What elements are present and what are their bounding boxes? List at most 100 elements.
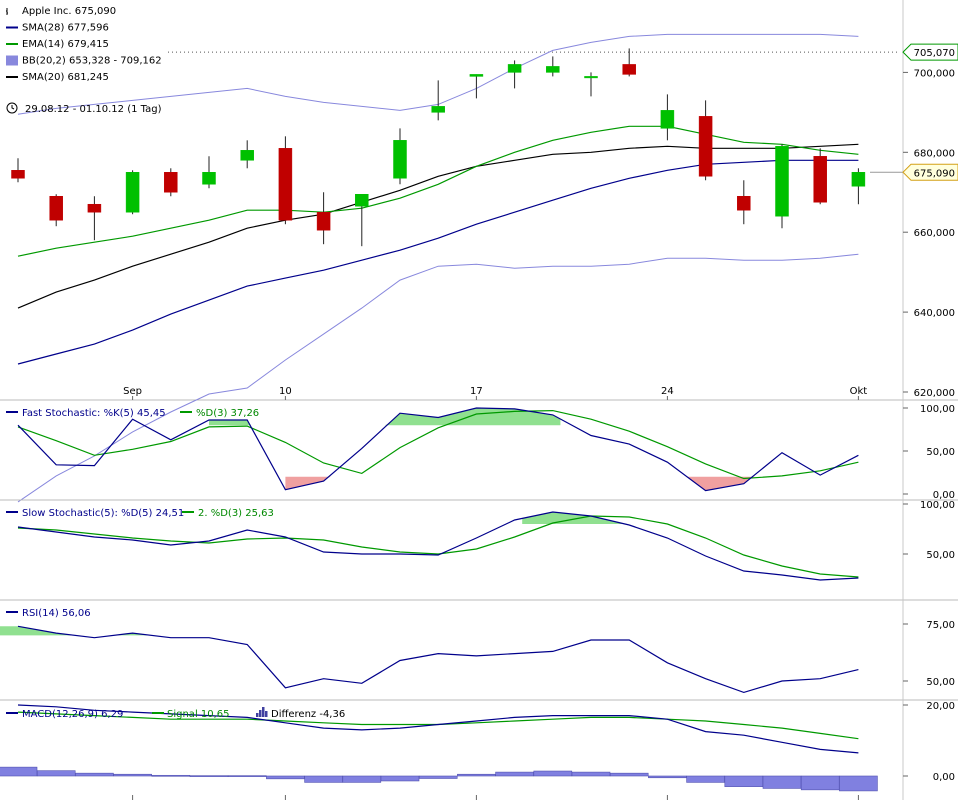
x-tick-label: Okt — [850, 386, 868, 397]
macd-histogram-bar — [304, 775, 343, 783]
macd-histogram-bar — [227, 775, 267, 777]
x-tick-label: 24 — [661, 386, 674, 397]
differenz-legend: Differenz -4,36 — [271, 709, 345, 720]
signal-legend: Signal 10,65 — [167, 709, 230, 720]
price-legend-symbol: Apple Inc. 675,090 — [22, 6, 116, 17]
candle-body — [355, 193, 369, 207]
candle — [278, 136, 293, 225]
macd-histogram-bar — [113, 773, 152, 777]
candle — [431, 80, 445, 121]
candle — [469, 74, 484, 99]
fast-stoch-axis-tick-label: 100,00 — [920, 404, 955, 415]
x-tick-label: 10 — [279, 386, 292, 397]
candle — [355, 193, 369, 247]
macd-histogram-bar — [686, 775, 725, 783]
sma20-line — [17, 143, 859, 309]
x-tick-label: Sep — [123, 386, 142, 397]
candle — [507, 60, 522, 89]
candle-body — [316, 211, 331, 231]
oversold-zone — [686, 476, 756, 491]
bb-lower-line — [17, 253, 859, 503]
candle-body — [87, 203, 102, 213]
candle-body — [851, 172, 866, 187]
macd-histogram-bar — [151, 774, 191, 777]
macd-histogram-bar — [533, 770, 573, 777]
candle-body — [49, 195, 63, 221]
overbought-zone — [522, 512, 630, 524]
overbought-zone — [0, 626, 152, 636]
macd-histogram-bar — [189, 775, 229, 777]
macd-histogram-bar — [36, 770, 76, 777]
candle — [851, 168, 866, 205]
candle — [546, 56, 560, 77]
rsi-panel: 50,00 75,00 RSI(14) 56,06 — [0, 600, 958, 701]
slow-stoch-legend-d2: 2. %D(3) 25,63 — [198, 508, 274, 519]
rsi-axis-tick-label: 75,00 — [926, 620, 955, 631]
rsi-legend: RSI(14) 56,06 — [22, 608, 91, 619]
histogram-icon — [262, 707, 265, 717]
ohlc-icon — [6, 8, 8, 15]
date-range-label: 29.08.12 - 01.10.12 (1 Tag) — [25, 104, 162, 115]
current-price-box — [902, 163, 958, 181]
histogram-icon — [256, 713, 259, 717]
candle — [49, 194, 63, 227]
slow-stoch-axis-tick-label: 100,00 — [920, 500, 955, 511]
candle — [622, 48, 636, 77]
candle-body — [431, 106, 445, 113]
macd-histogram-bar — [839, 775, 878, 792]
candle-body — [11, 170, 25, 179]
slow-stoch-d2-line — [17, 515, 859, 578]
macd-panel: 0,00 20,00 MACD(12,26,9) 6,29 Signal 10,65 D… — [0, 700, 955, 800]
candle-body — [278, 148, 293, 221]
candle-body — [240, 150, 254, 161]
clock-hands — [11, 105, 15, 110]
macd-histogram-bar — [495, 771, 534, 777]
candle — [240, 140, 254, 169]
candle-body — [737, 195, 751, 211]
candle — [11, 158, 25, 183]
macd-axis-tick-label: 0,00 — [933, 772, 955, 783]
overbought-zone — [209, 420, 267, 426]
clock-icon — [6, 102, 18, 114]
candle-body — [393, 140, 407, 179]
histogram-icon — [265, 711, 268, 717]
macd-histogram-bar — [380, 775, 420, 782]
slow-stoch-d-line — [17, 511, 859, 581]
candle-body — [469, 74, 484, 77]
candle-body — [164, 172, 178, 193]
price-axis-tick-label: 640,000 — [914, 308, 955, 319]
macd-histogram-bar — [609, 772, 649, 777]
x-tick-label: 17 — [470, 386, 483, 397]
candle — [660, 94, 675, 141]
slow-stochastic-panel: 50,00 100,00 Slow Stochastic(5): %D(5) 24,… — [0, 500, 958, 601]
rsi-line — [17, 625, 859, 694]
candle — [775, 144, 789, 229]
candle-body — [660, 110, 675, 129]
price-axis-tick-label: 660,000 — [914, 228, 955, 239]
candle-body — [125, 172, 140, 213]
macd-histogram-bar — [800, 775, 840, 791]
candle — [125, 170, 140, 215]
price-legend-bb: BB(20,2) 653,328 - 709,162 — [22, 56, 162, 67]
macd-axis-tick-label: 20,00 — [926, 701, 955, 712]
price-axis-tick-label: 620,000 — [914, 388, 955, 399]
price-axis-tick-label: 680,000 — [914, 148, 955, 159]
fast-stoch-axis-tick-label: 0,00 — [933, 490, 955, 501]
fast-stoch-legend-d: %D(3) 37,26 — [196, 408, 259, 419]
fast-stoch-d-line — [17, 409, 859, 480]
macd-histogram-bar — [648, 775, 687, 779]
current-price-label: 675,090 — [914, 168, 955, 179]
macd-histogram-bar — [724, 775, 764, 787]
candle-body — [584, 76, 598, 79]
candle — [164, 168, 178, 197]
macd-line — [17, 704, 859, 754]
candle — [584, 72, 598, 97]
overbought-zone — [369, 408, 561, 426]
macd-histogram-bar — [266, 775, 305, 780]
fast-stoch-k-line — [17, 407, 859, 492]
price-panel: 705,070 675,090 620,000 640,000 660,000 680,0… — [0, 0, 958, 503]
candle — [698, 100, 713, 181]
macd-histogram-bar — [75, 772, 114, 777]
sma28-line — [17, 159, 859, 365]
